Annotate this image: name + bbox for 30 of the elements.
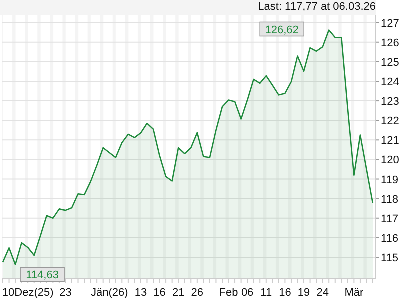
annotation: 126,62 (265, 24, 299, 36)
x-tick-label: 11 (260, 287, 272, 299)
y-tick-label: 127 (381, 18, 400, 30)
y-tick-label: 125 (381, 56, 400, 69)
annotation: 114,63 (26, 270, 59, 282)
x-tick-label: 19 (298, 287, 310, 299)
text: Last: 117,77 at 06.03.26 (258, 1, 376, 13)
x-tick-label: 21 (172, 287, 185, 299)
y-tick-label: 115 (381, 252, 399, 264)
x-tick-label: 23 (60, 287, 72, 299)
y-tick-label: 117 (381, 213, 399, 226)
x-tick-label: 13 (134, 287, 148, 299)
y-tick-label: 119 (381, 174, 399, 186)
x-tick-label: Feb (219, 287, 238, 299)
y-tick-label: 118 (381, 194, 399, 206)
y-tick-label: 122 (381, 116, 400, 128)
y-tick-label: 123 (381, 96, 400, 108)
x-tick-label: 16 (279, 287, 292, 299)
x-tick-label: 10Dez(25) (2, 287, 54, 299)
x-tick-label: 16 (154, 287, 166, 299)
y-tick-label: 121 (381, 135, 400, 148)
y-tick-label: 120 (381, 154, 400, 167)
y-tick-label: 126 (381, 37, 400, 50)
x-tick-label: 24 (316, 287, 329, 299)
x-tick-label: 06 (241, 287, 254, 299)
x-tick-label: 26 (191, 287, 204, 299)
y-tick-label: 116 (381, 232, 399, 245)
x-tick-label: Mär (344, 287, 364, 299)
x-tick-label: Jän(26) (90, 287, 128, 299)
y-tick-label: 124 (381, 76, 400, 88)
